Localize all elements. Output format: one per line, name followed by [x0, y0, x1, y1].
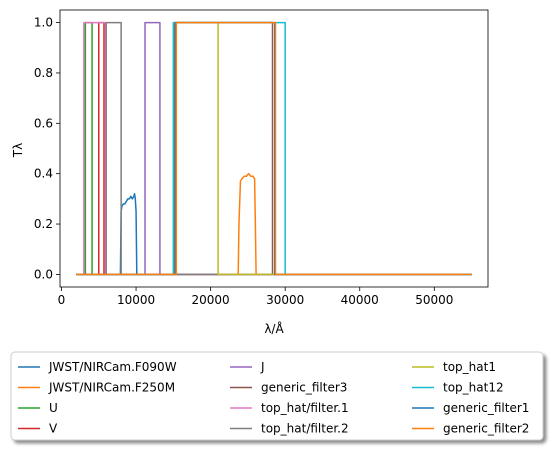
y-axis: 0.0 0.2 0.4 0.6 0.8 1.0 — [34, 16, 60, 281]
x-tick-label: 30000 — [266, 293, 304, 307]
y-tick-label: 0.6 — [34, 116, 53, 130]
legend-label: JWST/NIRCam.F250M — [48, 381, 175, 395]
x-tick-label: 50000 — [415, 293, 453, 307]
x-tick-label: 20000 — [192, 293, 230, 307]
x-tick-label: 10000 — [117, 293, 155, 307]
series-line-2 — [76, 172, 472, 276]
y-tick-label: 0.8 — [34, 66, 53, 80]
x-axis: 0 10000 20000 30000 40000 50000 — [58, 287, 453, 307]
legend-label: generic_filter3 — [261, 381, 347, 395]
legend-label: top_hat/filter.2 — [261, 422, 349, 436]
legend-label: top_hat12 — [443, 381, 504, 395]
legend-label: JWST/NIRCam.F090W — [48, 360, 177, 374]
legend-label: generic_filter2 — [443, 422, 529, 436]
x-axis-label: λ/Å — [264, 321, 284, 336]
legend-label: U — [49, 401, 58, 415]
series-layer — [76, 21, 472, 276]
legend: JWST/NIRCam.F090W JWST/NIRCam.F250M UV Jgen… — [10, 351, 544, 441]
plot-frame — [59, 9, 489, 288]
legend-label: generic_filter1 — [443, 401, 529, 415]
y-tick-label: 0.4 — [34, 167, 53, 181]
y-tick-label: 1.0 — [34, 16, 53, 30]
y-tick-label: 0.0 — [34, 267, 53, 281]
legend-box — [10, 351, 544, 441]
legend-label: top_hat/filter.1 — [261, 401, 349, 415]
x-tick-label: 40000 — [341, 293, 379, 307]
y-axis-label: Tλ — [11, 143, 25, 158]
y-tick-label: 0.2 — [34, 217, 53, 231]
x-tick-label: 0 — [58, 293, 66, 307]
legend-label: V — [49, 422, 58, 436]
legend-label: J — [260, 360, 265, 374]
series-line-12 — [76, 21, 472, 276]
legend-label: top_hat1 — [443, 360, 496, 374]
